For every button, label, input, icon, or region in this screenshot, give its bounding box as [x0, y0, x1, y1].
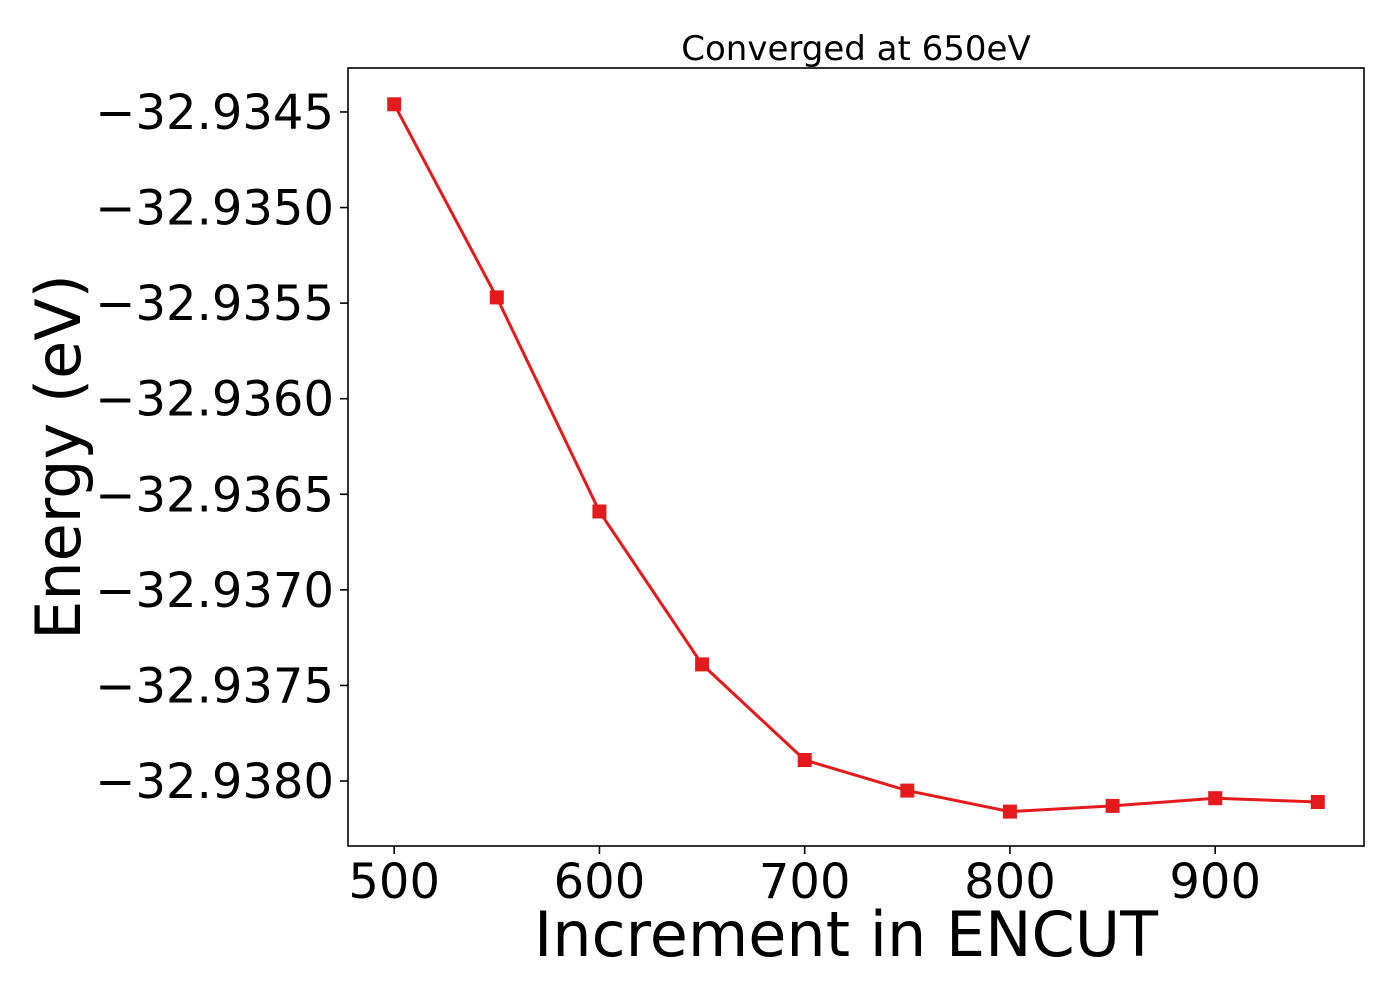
x-axis-ticks: 500 600 700 800 900 — [348, 846, 1261, 910]
y-tick-label: −32.9355 — [95, 276, 334, 332]
x-axis-label: Increment in ENCUT — [534, 898, 1159, 971]
y-tick-label: −32.9375 — [95, 658, 334, 714]
data-point-marker — [797, 753, 812, 767]
energy-series-markers — [387, 97, 1325, 819]
y-tick-label: −32.9365 — [95, 467, 334, 523]
data-point-marker — [1310, 795, 1325, 809]
y-axis-ticks: −32.9345 −32.9350 −32.9355 −32.9360 −32.9365… — [95, 85, 348, 810]
data-point-marker — [695, 657, 710, 672]
y-tick-label: −32.9360 — [95, 372, 334, 428]
x-tick-label: 700 — [759, 854, 851, 910]
x-tick-label: 500 — [348, 854, 440, 910]
y-tick-label: −32.9345 — [95, 85, 334, 141]
data-point-marker — [900, 783, 915, 798]
data-point-marker — [489, 290, 504, 305]
data-point-marker — [387, 97, 402, 112]
x-tick-label: 900 — [1169, 854, 1261, 910]
chart-title: Converged at 650eV — [681, 29, 1030, 69]
x-tick-label: 600 — [554, 854, 646, 910]
y-tick-label: −32.9350 — [95, 181, 334, 237]
energy-series-line — [392, 103, 1318, 814]
y-axis-label: Energy (eV) — [22, 274, 95, 640]
data-point-marker — [1105, 798, 1120, 813]
x-tick-label: 800 — [964, 854, 1056, 910]
data-point-marker — [1002, 804, 1017, 819]
y-tick-label: −32.9370 — [95, 563, 334, 619]
data-point-marker — [592, 504, 607, 519]
y-tick-label: −32.9380 — [95, 754, 334, 810]
data-point-marker — [1208, 791, 1223, 806]
plot-area-frame — [347, 67, 1365, 847]
